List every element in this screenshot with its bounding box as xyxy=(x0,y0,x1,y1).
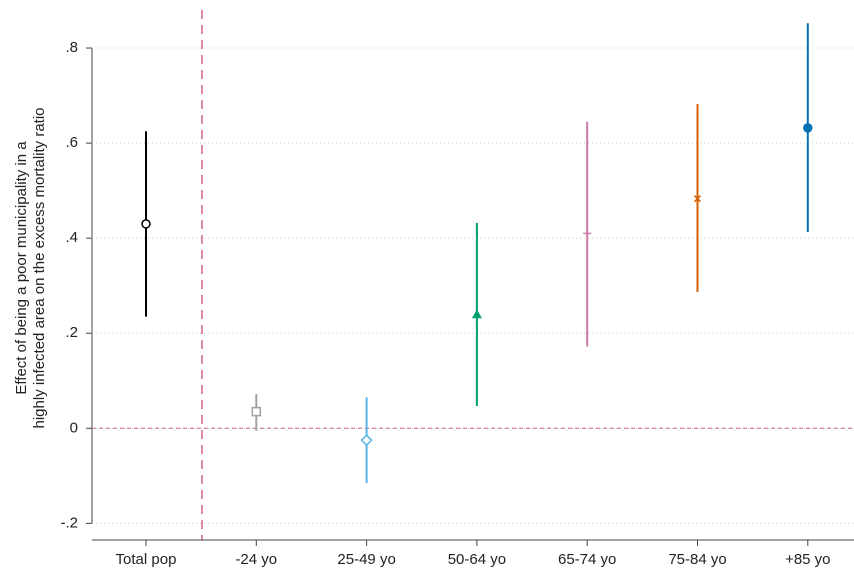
y-tick-label: .2 xyxy=(65,324,78,341)
point xyxy=(583,229,592,238)
x-tick-label: +85 yo xyxy=(785,551,830,568)
y-tick-label: .8 xyxy=(65,39,78,56)
x-tick-label: -24 yo xyxy=(235,551,277,568)
x-tick-label: 25-49 yo xyxy=(337,551,395,568)
y-tick-label: .6 xyxy=(65,134,78,151)
y-axis-label: highly infected area on the excess morta… xyxy=(31,108,48,429)
point xyxy=(360,434,373,447)
y-tick-label: 0 xyxy=(70,419,78,436)
y-tick-label: -.2 xyxy=(60,514,78,531)
y-axis-label: Effect of being a poor municipality in a xyxy=(13,141,30,395)
x-tick-label: 75-84 yo xyxy=(668,551,726,568)
x-tick-label: Total pop xyxy=(116,551,177,568)
point xyxy=(471,309,482,319)
x-tick-label: 65-74 yo xyxy=(558,551,616,568)
point xyxy=(803,123,813,133)
point xyxy=(141,219,151,229)
y-tick-label: .4 xyxy=(65,229,78,246)
point xyxy=(693,195,702,203)
point xyxy=(251,406,262,417)
x-tick-label: 50-64 yo xyxy=(448,551,506,568)
